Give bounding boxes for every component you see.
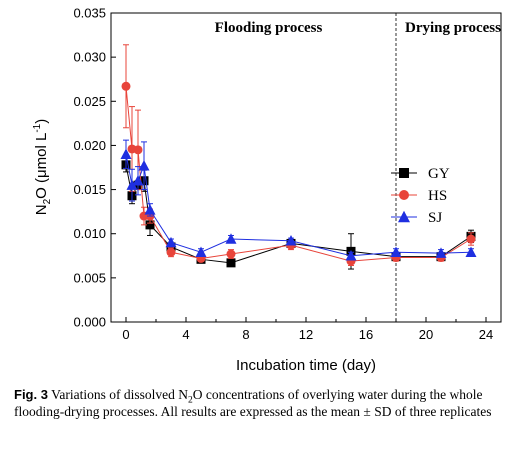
- x-tick-label: 0: [122, 327, 129, 342]
- data-point: [285, 235, 297, 246]
- series-sj: [120, 139, 477, 261]
- x-tick-label: 8: [242, 327, 249, 342]
- data-point: [195, 246, 207, 257]
- chart: 0 4 8 12 16 20 24 0.000 0.005 0.010 0.015 0.020 0.02…: [32, 6, 502, 374]
- caption-subscript: 2: [187, 395, 193, 406]
- y-tick-label: 0.030: [73, 50, 106, 65]
- y-tick-label: 0.000: [73, 315, 106, 330]
- series-line: [125, 164, 472, 264]
- legend-label: SJ: [428, 210, 442, 226]
- data-point: [465, 246, 477, 257]
- phase-annotation: Flooding process: [215, 20, 323, 36]
- legend-entry: HS: [391, 188, 447, 204]
- x-tick-label: 20: [419, 327, 433, 342]
- series-hs: [121, 44, 476, 266]
- data-point: [435, 247, 447, 258]
- data-point: [133, 145, 143, 155]
- data-point: [225, 233, 237, 244]
- data-point: [226, 249, 236, 259]
- x-tick-label: 24: [479, 327, 493, 342]
- data-point: [226, 258, 236, 268]
- data-point: [166, 247, 176, 257]
- y-tick-label: 0.005: [73, 270, 106, 285]
- data-point: [466, 234, 476, 244]
- legend-entry: SJ: [391, 210, 442, 226]
- data-point: [145, 220, 155, 230]
- figure-caption: Fig. 3 Variations of dissolved N2O conce…: [14, 386, 508, 420]
- data-point: [121, 81, 131, 91]
- figure-number: Fig. 3: [14, 387, 48, 402]
- legend-entry: GY: [391, 166, 450, 182]
- data-point: [132, 175, 144, 186]
- data-point: [138, 160, 150, 171]
- data-point: [144, 204, 156, 215]
- legend-marker: [399, 168, 409, 178]
- y-tick-label: 0.015: [73, 182, 106, 197]
- data-point: [126, 179, 138, 190]
- legend-label: GY: [428, 166, 450, 182]
- legend-label: HS: [428, 188, 447, 204]
- y-tick-label: 0.020: [73, 138, 106, 153]
- x-tick-label: 12: [299, 327, 313, 342]
- y-tick-label: 0.025: [73, 94, 106, 109]
- data-point: [345, 250, 357, 261]
- y-tick-label: 0.010: [73, 226, 106, 241]
- legend-marker: [399, 190, 409, 200]
- legend-marker: [398, 210, 410, 223]
- data-point: [390, 246, 402, 257]
- y-axis-label: N2O (μmol L-1): [32, 119, 53, 215]
- series-line: [125, 154, 472, 257]
- x-tick-label: 4: [182, 327, 189, 342]
- data-point: [165, 236, 177, 248]
- x-axis-label: Incubation time (day): [236, 357, 376, 374]
- x-tick-label: 16: [359, 327, 373, 342]
- phase-annotation: Drying process: [405, 20, 501, 36]
- series-line: [125, 86, 472, 262]
- caption-text-part-2: O concentrations of overlying water duri…: [14, 387, 492, 419]
- y-tick-label: 0.035: [73, 6, 106, 21]
- data-point: [120, 148, 132, 159]
- caption-text-part-1: Variations of dissolved N: [47, 387, 188, 402]
